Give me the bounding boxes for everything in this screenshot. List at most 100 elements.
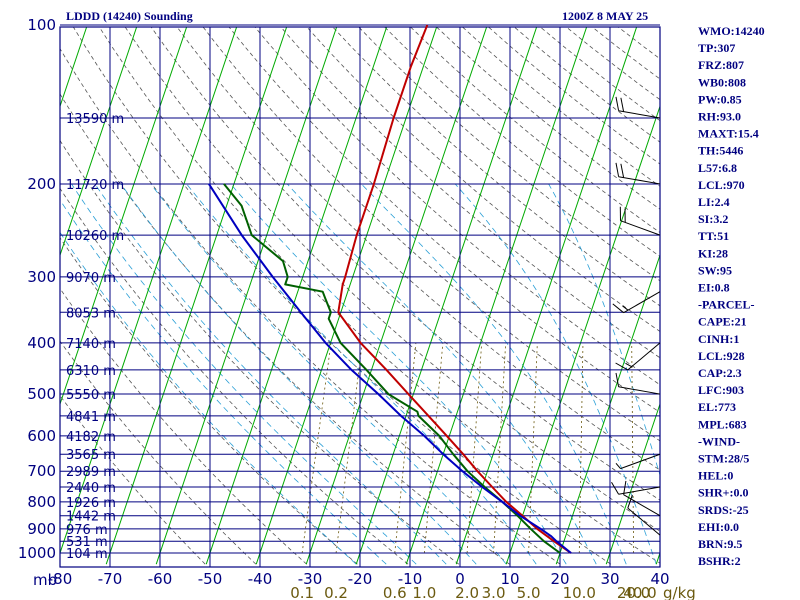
dry-adiabat bbox=[539, 27, 660, 122]
dry-adiabat bbox=[228, 27, 660, 413]
mixing-ratio-unit-label: g/kg bbox=[663, 584, 696, 600]
height-level-label: 4841 m bbox=[66, 410, 116, 425]
barb-staff bbox=[618, 110, 661, 119]
chart-grid bbox=[0, 13, 661, 568]
height-level-label: 11720 m bbox=[66, 178, 124, 193]
temperature-tick-label: -20 bbox=[348, 570, 373, 588]
temperature-tick-label: -80 bbox=[48, 570, 73, 588]
pressure-tick-label: 700 bbox=[27, 462, 56, 480]
wind-barbs bbox=[611, 96, 661, 536]
mixing-ratio-label: 2.0 bbox=[455, 584, 479, 600]
height-level-label: 976 m bbox=[66, 523, 108, 538]
dry-adiabat bbox=[591, 27, 660, 80]
pressure-tick-label: 500 bbox=[27, 385, 56, 403]
mixing-ratio-label: 5.0 bbox=[517, 584, 541, 600]
pressure-tick-label: 900 bbox=[27, 520, 56, 538]
dry-adiabat bbox=[280, 27, 660, 359]
stat-line: EI:0.8 bbox=[698, 281, 730, 295]
stat-line: BRN:9.5 bbox=[698, 537, 742, 551]
height-level-label: 10260 m bbox=[66, 229, 124, 244]
isotherm bbox=[405, 27, 588, 565]
mixing-ratio-line bbox=[335, 342, 363, 554]
barb-flag bbox=[615, 96, 620, 111]
barb-staff bbox=[618, 176, 661, 185]
station-title: LDDD (14240) Sounding bbox=[66, 9, 193, 23]
stat-line: WMO:14240 bbox=[698, 24, 765, 38]
stat-line: BSHR:2 bbox=[698, 554, 741, 568]
stat-line: SW:95 bbox=[698, 263, 732, 277]
stat-line: STM:28/5 bbox=[698, 452, 749, 466]
height-level-label: 4182 m bbox=[66, 430, 116, 445]
barb-flag bbox=[615, 162, 620, 177]
pressure-tick-label: 800 bbox=[27, 493, 56, 511]
moist-adiabat bbox=[120, 183, 477, 565]
barb-half-flag bbox=[615, 462, 621, 469]
wind-barb bbox=[615, 96, 661, 119]
barb-flag bbox=[623, 480, 627, 495]
isotherm bbox=[555, 253, 660, 565]
mixing-ratio-label: 0.6 bbox=[383, 584, 407, 600]
plot-frame bbox=[59, 26, 661, 568]
stats-panel: WMO:14240 TP:307 FRZ:807 WB0:808 PW:0.85 RH:9… bbox=[698, 24, 765, 568]
height-level-label: 104 m bbox=[66, 547, 108, 562]
barb-flag bbox=[615, 372, 620, 387]
stat-line: LCL:970 bbox=[698, 178, 745, 192]
barb-staff bbox=[620, 453, 661, 470]
mixing-ratio-label: 1.0 bbox=[412, 584, 436, 600]
moist-adiabat bbox=[454, 183, 657, 565]
isotherm bbox=[0, 13, 41, 564]
barb-flag bbox=[612, 303, 624, 314]
height-level-label: 6310 m bbox=[66, 364, 116, 379]
stat-line: LFC:903 bbox=[698, 383, 744, 397]
moist-adiabat bbox=[150, 183, 507, 565]
barb-flag bbox=[620, 97, 625, 112]
mixing-ratio-label: 20.0 bbox=[617, 584, 650, 600]
stat-line: -WIND- bbox=[698, 434, 740, 448]
temperature-tick-label: -10 bbox=[398, 570, 423, 588]
moist-adiabat bbox=[286, 183, 597, 565]
stat-line: CAP:2.3 bbox=[698, 366, 742, 380]
mixing-ratio-line bbox=[578, 342, 584, 554]
isotherm bbox=[605, 402, 660, 565]
pressure-tick-label: 200 bbox=[27, 175, 56, 193]
stat-line: CINH:1 bbox=[698, 332, 739, 346]
stat-line: EL:773 bbox=[698, 400, 736, 414]
barb-half-flag bbox=[625, 362, 632, 368]
barb-flag bbox=[620, 163, 625, 178]
dry-adiabat bbox=[150, 27, 660, 501]
dry-adiabat bbox=[202, 27, 660, 442]
barb-half-flag bbox=[622, 305, 629, 311]
height-level-label: 5550 m bbox=[66, 388, 116, 403]
wind-barb bbox=[615, 372, 661, 395]
height-level-label: 8053 m bbox=[66, 306, 116, 321]
temperature-tick-label: -30 bbox=[298, 570, 323, 588]
stat-line: RH:93.0 bbox=[698, 110, 741, 124]
temperature-tick-label: -50 bbox=[198, 570, 223, 588]
mixing-ratio-label: 0.2 bbox=[324, 584, 348, 600]
dry-adiabat bbox=[60, 237, 358, 565]
stat-line: TH:5446 bbox=[698, 144, 743, 158]
temperature-tick-label: 30 bbox=[600, 570, 619, 588]
isotherm bbox=[105, 27, 288, 565]
barb-staff bbox=[620, 220, 661, 236]
stat-line: KI:28 bbox=[698, 246, 728, 260]
barb-staff bbox=[627, 507, 661, 536]
barb-staff bbox=[623, 291, 661, 314]
height-level-label: 2440 m bbox=[66, 481, 116, 496]
dry-adiabat bbox=[461, 27, 660, 187]
pressure-tick-label: 400 bbox=[27, 334, 56, 352]
pressure-tick-label: 100 bbox=[27, 16, 56, 34]
isotherm bbox=[455, 27, 638, 565]
stat-line: SI:3.2 bbox=[698, 212, 728, 226]
temperature-tick-label: 20 bbox=[550, 570, 569, 588]
moist-adiabat bbox=[361, 183, 627, 565]
dry-adiabat bbox=[60, 93, 510, 565]
wind-barb bbox=[619, 206, 661, 236]
sounding-profiles bbox=[208, 24, 572, 554]
mixing-ratio-line bbox=[301, 342, 332, 554]
stat-line: TT:51 bbox=[698, 229, 729, 243]
stat-line: HEL:0 bbox=[698, 469, 733, 483]
moist-adiabat bbox=[60, 231, 357, 565]
stat-line: CAPE:21 bbox=[698, 315, 747, 329]
